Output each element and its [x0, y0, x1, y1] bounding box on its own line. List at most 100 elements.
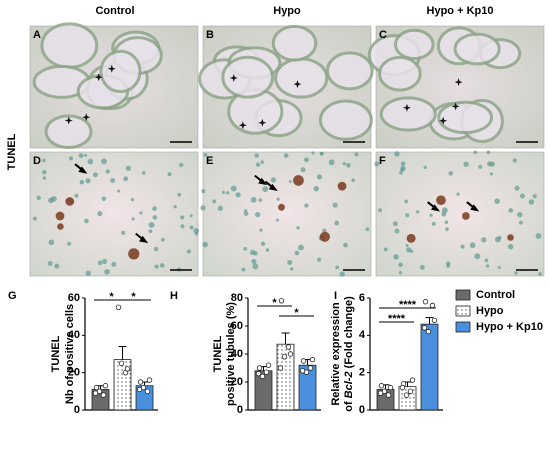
- lumen-star: [258, 118, 267, 127]
- data-point: [287, 351, 294, 357]
- tunel-cell: [278, 203, 285, 211]
- y-tick-label: 4: [359, 329, 366, 341]
- data-point: [300, 358, 307, 364]
- nucleus: [517, 211, 523, 218]
- nucleus: [85, 270, 91, 276]
- nucleus: [463, 161, 469, 167]
- nucleus: [322, 228, 327, 233]
- bar: [276, 343, 295, 411]
- nucleus: [335, 265, 340, 270]
- significance-label: *: [272, 297, 277, 309]
- panel-label: B: [206, 29, 214, 41]
- nucleus: [365, 227, 370, 232]
- y-tick-label: 0: [74, 404, 80, 416]
- lumen-star: [229, 73, 238, 82]
- nucleus: [287, 259, 293, 265]
- y-tick-label: 0: [359, 404, 365, 416]
- arrow: [427, 201, 441, 212]
- y-tick-label: 80: [231, 292, 243, 304]
- data-point: [137, 379, 144, 385]
- nucleus: [42, 170, 47, 175]
- nucleus: [489, 172, 494, 176]
- nucleus: [255, 211, 261, 218]
- nucleus: [399, 170, 403, 175]
- nucleus: [429, 213, 433, 217]
- data-point: [278, 298, 285, 304]
- data-point: [387, 384, 394, 391]
- y-axis-label: of Bcl-2 (Fold change): [343, 296, 355, 412]
- nucleus: [123, 176, 129, 182]
- lumen-star: [64, 116, 73, 125]
- nucleus: [117, 189, 121, 193]
- nucleus: [448, 171, 453, 176]
- y-axis-label-part: (Fold change): [343, 296, 355, 372]
- nucleus: [250, 197, 257, 203]
- data-point: [136, 386, 143, 393]
- nucleus: [398, 270, 403, 275]
- nucleus: [378, 208, 383, 213]
- data-point: [92, 390, 99, 396]
- nucleus: [507, 243, 514, 250]
- data-point: [146, 377, 153, 383]
- tubule: [325, 51, 374, 91]
- data-point: [307, 365, 314, 371]
- tubule: [271, 24, 318, 62]
- nucleus: [47, 260, 53, 266]
- y-tick-label: 20: [231, 376, 243, 388]
- nucleus: [265, 248, 270, 252]
- nucleus: [297, 244, 304, 251]
- nucleus: [78, 153, 84, 159]
- y-tick-label: 40: [231, 348, 243, 360]
- data-point: [309, 356, 316, 363]
- data-point: [100, 392, 107, 398]
- data-point: [281, 354, 288, 360]
- y-axis-label: Relative expression: [330, 302, 342, 406]
- y-tick-label: 20: [68, 367, 80, 379]
- nucleus: [296, 226, 300, 230]
- nucleus: [252, 263, 259, 270]
- nucleus: [535, 233, 542, 239]
- nucleus: [83, 153, 88, 158]
- nucleus: [167, 172, 172, 177]
- nucleus: [404, 199, 409, 204]
- nucleus: [346, 163, 351, 168]
- nucleus: [431, 221, 436, 226]
- tunel-cell: [337, 181, 347, 191]
- nucleus: [180, 224, 185, 229]
- y-axis-label: TUNEL: [50, 335, 62, 372]
- nucleus: [288, 180, 292, 184]
- nucleus: [311, 151, 315, 155]
- legend-label: Control: [476, 289, 515, 301]
- tunel-cell: [507, 234, 514, 241]
- tunel-cell: [55, 211, 65, 221]
- data-point: [425, 328, 432, 335]
- nucleus: [67, 241, 72, 246]
- nucleus: [177, 192, 182, 197]
- data-point: [399, 384, 406, 391]
- nucleus: [283, 153, 289, 158]
- nucleus: [194, 231, 199, 236]
- nucleus: [512, 158, 517, 163]
- tunel-cell: [65, 197, 75, 206]
- panel-label: G: [8, 290, 17, 302]
- nucleus: [494, 198, 500, 204]
- significance-label: ****: [399, 299, 417, 311]
- y-axis-label-part: of: [343, 398, 355, 411]
- nucleus: [528, 199, 535, 205]
- nucleus: [212, 199, 217, 204]
- nucleus: [478, 164, 483, 169]
- row-label: TUNEL: [6, 133, 18, 170]
- nucleus: [54, 263, 60, 269]
- tubule: [44, 114, 93, 150]
- nucleus: [383, 247, 388, 252]
- nucleus: [160, 237, 165, 242]
- arrow: [74, 163, 88, 174]
- micrograph: [202, 151, 372, 277]
- nucleus: [300, 167, 306, 173]
- micrograph: [29, 151, 199, 277]
- nucleus: [250, 249, 256, 256]
- nucleus: [139, 211, 143, 215]
- nucleus: [32, 216, 37, 221]
- nucleus: [121, 230, 126, 235]
- nucleus: [125, 165, 131, 171]
